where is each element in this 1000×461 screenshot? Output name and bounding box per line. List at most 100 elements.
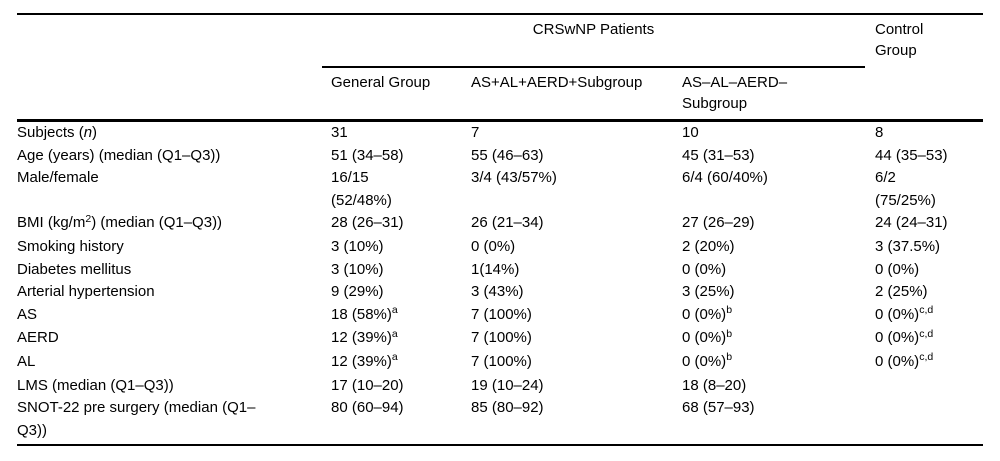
value-cell: 12 (39%)a [331,327,471,351]
text-part: 27 (26–29) [682,214,755,232]
row-label-cell: Age (years) (median (Q1–Q3)) [17,145,331,168]
characteristics-table: Subjects (n) 31 7 10 8 Age (years) (median (Q… [17,122,983,442]
text-part: 45 (31–53) [682,146,755,164]
value-cell [875,375,983,398]
value-cell: 6/4 (60/40%) [682,167,875,212]
text-part: 12 (39%) [331,329,392,347]
value-cell: 8 [875,122,983,145]
text-part: 55 (46–63) [471,146,544,164]
text-part: 9 (29%) [331,283,384,301]
value-cell: 10 [682,122,875,145]
table-row: Subjects (n) 31 7 10 8 [17,122,983,145]
footnote-marker: 2 [85,212,92,225]
text-part: ) (median (Q1–Q3)) [91,214,223,232]
footnote-marker: c,d [919,351,934,364]
value-cell: 44 (35–53) [875,145,983,168]
text-part: 80 (60–94) [331,399,404,417]
table-row: Male/female 16/15 (52/48%) 3/4 (43/57%) 6/4… [17,167,983,212]
text-part: 3 (37.5%) [875,237,941,255]
table-row: Arterial hypertension 9 (29%) 3 (43%) 3 (25… [17,281,983,304]
value-cell: 0 (0%)b [682,304,875,328]
row-label-cell: Smoking history [17,236,331,259]
table-row: AL 12 (39%)a 7 (100%) 0 (0%)b 0 (0%)c,d [17,351,983,375]
value-cell: 0 (0%)c,d [875,327,983,351]
footnote-marker: c,d [919,327,934,340]
text-part: 0 (0%) [471,237,516,255]
text-part: 7 (100%) [471,305,532,323]
row-label-cell: Arterial hypertension [17,281,331,304]
row-label-cell: LMS (median (Q1–Q3)) [17,375,331,398]
text-part: 0 (0%) [875,329,920,347]
text-part: 3 (25%) [682,283,735,301]
footnote-marker: b [726,304,733,317]
value-cell: 31 [331,122,471,145]
table-row: SNOT-22 pre surgery (median (Q1– Q3)) 80 … [17,397,983,442]
row-label-cell: AL [17,351,331,375]
text-part: 24 (24–31) [875,214,948,232]
value-cell: 9 (29%) [331,281,471,304]
column-header-control-group: Control Group [875,21,924,59]
text-part: 2 (20%) [682,237,735,255]
value-cell: 85 (80–92) [471,397,682,442]
table-top-rule [17,13,983,15]
header-body-separator-rule [17,119,983,122]
text-part: 3 (10%) [331,260,384,278]
text-part: 3 (43%) [471,283,524,301]
text-part: Subjects ( [17,124,84,141]
row-label-cell: Diabetes mellitus [17,259,331,282]
footnote-marker: b [726,351,733,364]
value-cell: 3 (25%) [682,281,875,304]
text-part: 17 (10–20) [331,376,404,394]
value-cell: 51 (34–58) [331,145,471,168]
text-part: 6/2 (75/25%) [875,169,936,209]
value-cell: 2 (20%) [682,236,875,259]
text-part: AL [17,352,36,370]
value-cell: 0 (0%) [471,236,682,259]
footnote-marker: b [726,327,733,340]
footnote-marker: a [391,304,398,317]
value-cell: 12 (39%)a [331,351,471,375]
value-cell: 27 (26–29) [682,212,875,236]
text-part: 51 (34–58) [331,146,404,164]
value-cell: 18 (8–20) [682,375,875,398]
text-part: Arterial hypertension [17,283,155,301]
text-part: 7 (100%) [471,329,532,347]
value-cell: 45 (31–53) [682,145,875,168]
value-cell: 3 (43%) [471,281,682,304]
footnote-marker: a [391,327,398,340]
text-part: 18 (58%) [331,305,392,323]
text-part: LMS (median (Q1–Q3)) [17,376,174,394]
text-part: 0 (0%) [682,352,727,370]
text-part: SNOT-22 pre surgery (median (Q1– Q3)) [17,399,256,439]
text-part: Smoking history [17,237,124,255]
table-bottom-rule [17,444,983,446]
value-cell: 19 (10–24) [471,375,682,398]
text-part: 19 (10–24) [471,376,544,394]
text-part: 12 (39%) [331,352,392,370]
value-cell: 18 (58%)a [331,304,471,328]
value-cell: 3/4 (43/57%) [471,167,682,212]
value-cell: 0 (0%)c,d [875,304,983,328]
text-part: 31 [331,124,348,141]
value-cell: 0 (0%)c,d [875,351,983,375]
text-part: BMI (kg/m [17,214,86,232]
text-part: 26 (21–34) [471,214,544,232]
value-cell: 68 (57–93) [682,397,875,442]
column-group-header-crswnp-patients: CRSwNP Patients [532,21,655,38]
text-part: 7 (100%) [471,352,532,370]
text-part: Male/female [17,169,99,187]
text-part: 0 (0%) [682,305,727,323]
value-cell: 26 (21–34) [471,212,682,236]
value-cell: 6/2 (75/25%) [875,167,983,212]
text-part: 0 (0%) [875,305,920,323]
text-part: Age (years) (median (Q1–Q3)) [17,146,221,164]
table-row: AERD 12 (39%)a 7 (100%) 0 (0%)b 0 (0%)c,d [17,327,983,351]
value-cell: 7 (100%) [471,327,682,351]
value-cell [875,397,983,442]
text-part: 3 (10%) [331,237,384,255]
text-part: 85 (80–92) [471,399,544,417]
row-label-cell: AS [17,304,331,328]
text-part: AERD [17,329,59,347]
value-cell: 1(14%) [471,259,682,282]
footnote-marker: a [391,351,398,364]
